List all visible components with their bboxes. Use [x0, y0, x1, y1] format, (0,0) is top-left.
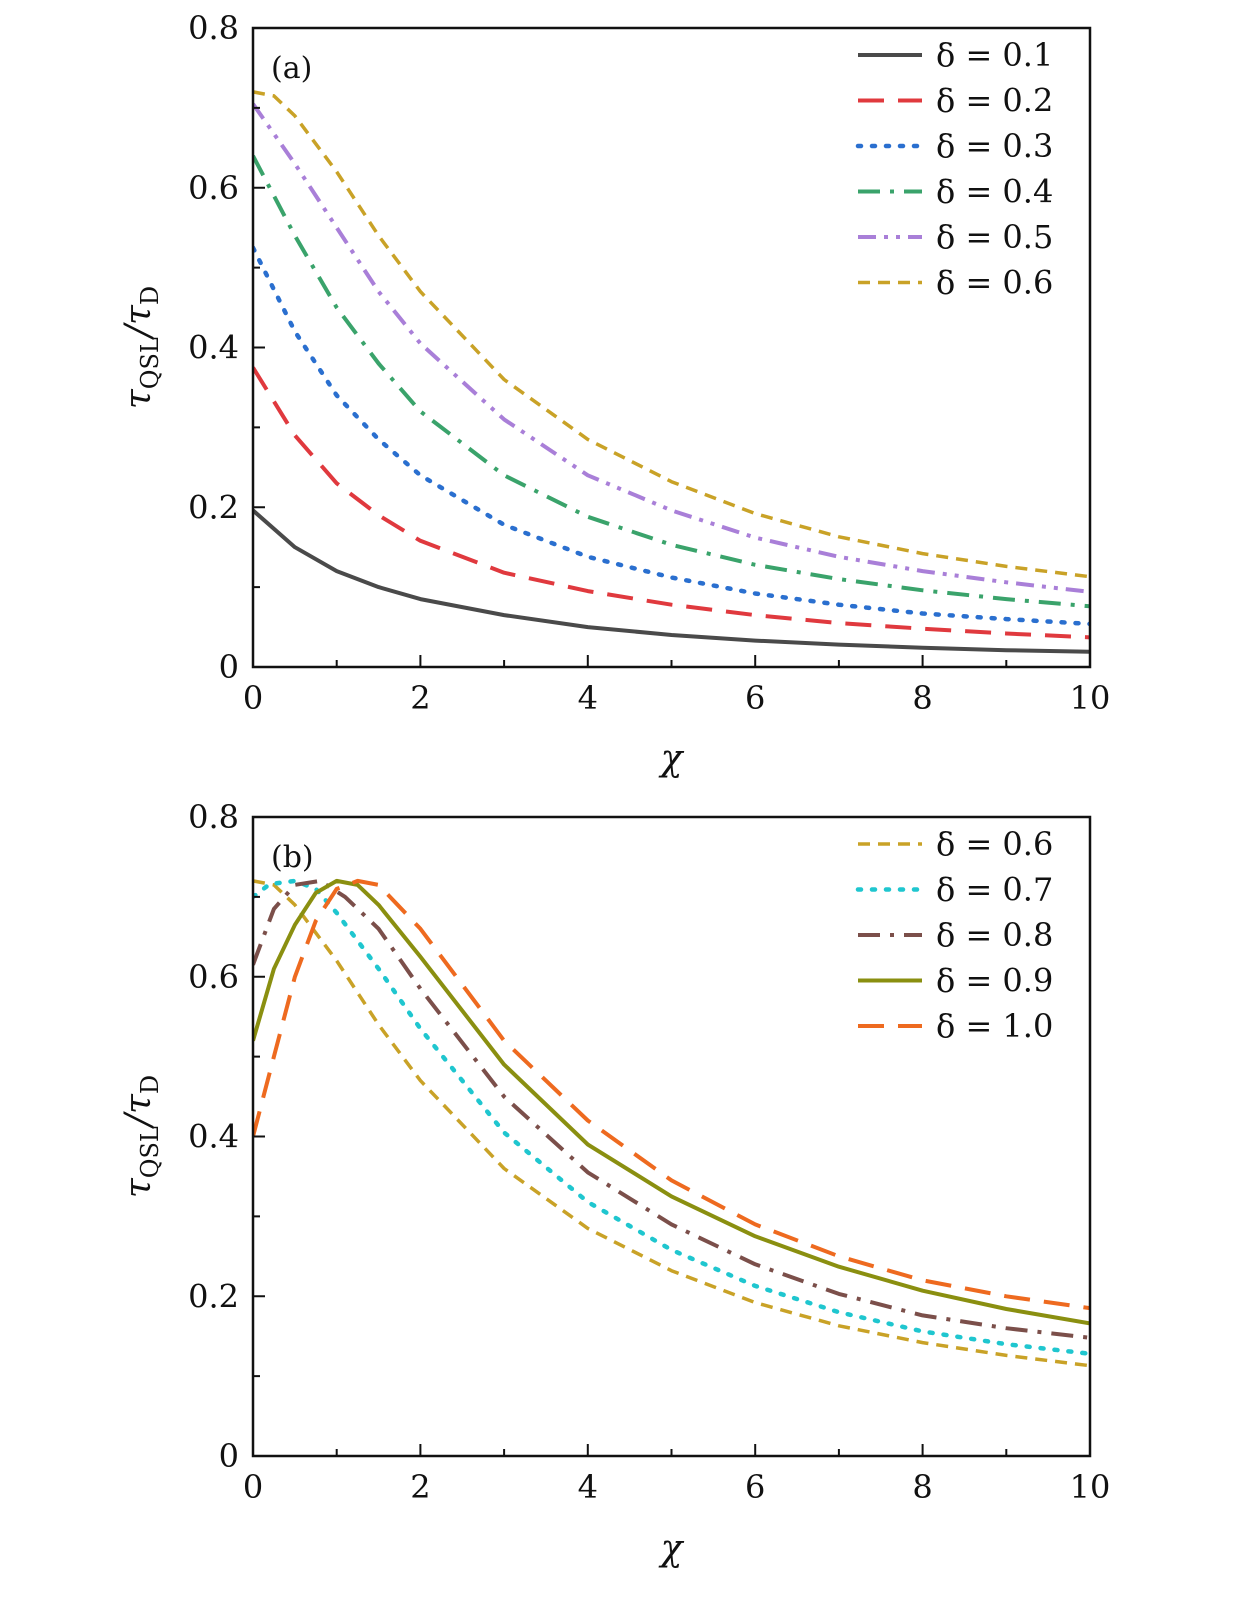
x-tick-label: 6 — [745, 1468, 765, 1506]
plot-frame — [251, 815, 1092, 1458]
series-line-3 — [253, 154, 1090, 609]
y-tick-label: 0.4 — [188, 329, 239, 367]
x-tick-label: 2 — [410, 679, 430, 717]
series-line-4 — [253, 878, 1090, 1311]
x-tick-label: 4 — [578, 1468, 598, 1506]
legend: δ = 0.1 δ = 0.2 δ = 0.3 δ = 0.4 δ = 0.5 δ = 0… — [855, 36, 1053, 302]
y-tick-label: 0.8 — [188, 9, 239, 47]
x-axis-label: χ — [658, 738, 685, 779]
series-line-1 — [253, 366, 1090, 640]
legend-label: δ = 0.6 — [936, 825, 1053, 863]
x-tick-label: 2 — [410, 1468, 430, 1506]
x-tick-label: 0 — [243, 679, 263, 717]
y-axis-label: τQSL/τD — [118, 286, 164, 409]
y-tick-label: 0 — [219, 1437, 239, 1475]
x-axis-label: χ — [658, 1528, 685, 1569]
x-tick-label: 6 — [745, 679, 765, 717]
y-tick-label: 0.2 — [188, 1277, 239, 1315]
y-axis-label: τQSL/τD — [118, 1075, 164, 1198]
legend-label: δ = 0.8 — [936, 916, 1053, 954]
y-tick-label: 0.6 — [188, 958, 239, 996]
legend-label: δ = 0.2 — [936, 82, 1053, 120]
series-line-2 — [253, 245, 1090, 627]
y-tick-label: 0.8 — [188, 798, 239, 836]
series-line-5 — [253, 90, 1090, 579]
legend-label: δ = 0.7 — [936, 871, 1053, 909]
legend-label: δ = 0.1 — [936, 36, 1053, 74]
panel-label: (b) — [271, 840, 314, 875]
y-tick-label: 0.2 — [188, 488, 239, 526]
x-tick-label: 8 — [912, 679, 932, 717]
x-tick-label: 10 — [1070, 679, 1111, 717]
series-line-4 — [253, 102, 1090, 594]
series-line-0 — [253, 508, 1090, 654]
legend-label: δ = 0.3 — [936, 127, 1053, 165]
y-tick-label: 0 — [219, 648, 239, 686]
x-tick-label: 0 — [243, 1468, 263, 1506]
legend-label: δ = 0.9 — [936, 962, 1053, 1000]
y-tick-label: 0.4 — [188, 1118, 239, 1156]
x-tick-label: 8 — [912, 1468, 932, 1506]
series-lines — [253, 878, 1090, 1368]
legend-label: δ = 0.5 — [936, 218, 1053, 256]
x-tick-label: 10 — [1070, 1468, 1111, 1506]
legend-label: δ = 0.4 — [936, 173, 1053, 211]
panel-label: (a) — [271, 51, 312, 86]
plot-frame — [251, 26, 1092, 669]
series-line-2 — [253, 878, 1090, 1340]
y-tick-label: 0.6 — [188, 169, 239, 207]
legend-label: δ = 0.6 — [936, 264, 1053, 302]
legend-label: δ = 1.0 — [936, 1007, 1053, 1045]
legend: δ = 0.6 δ = 0.7 δ = 0.8 δ = 0.9 δ = 1.0 — [855, 825, 1053, 1045]
x-tick-label: 4 — [578, 679, 598, 717]
series-lines — [253, 90, 1090, 654]
series-line-3 — [253, 878, 1090, 1326]
